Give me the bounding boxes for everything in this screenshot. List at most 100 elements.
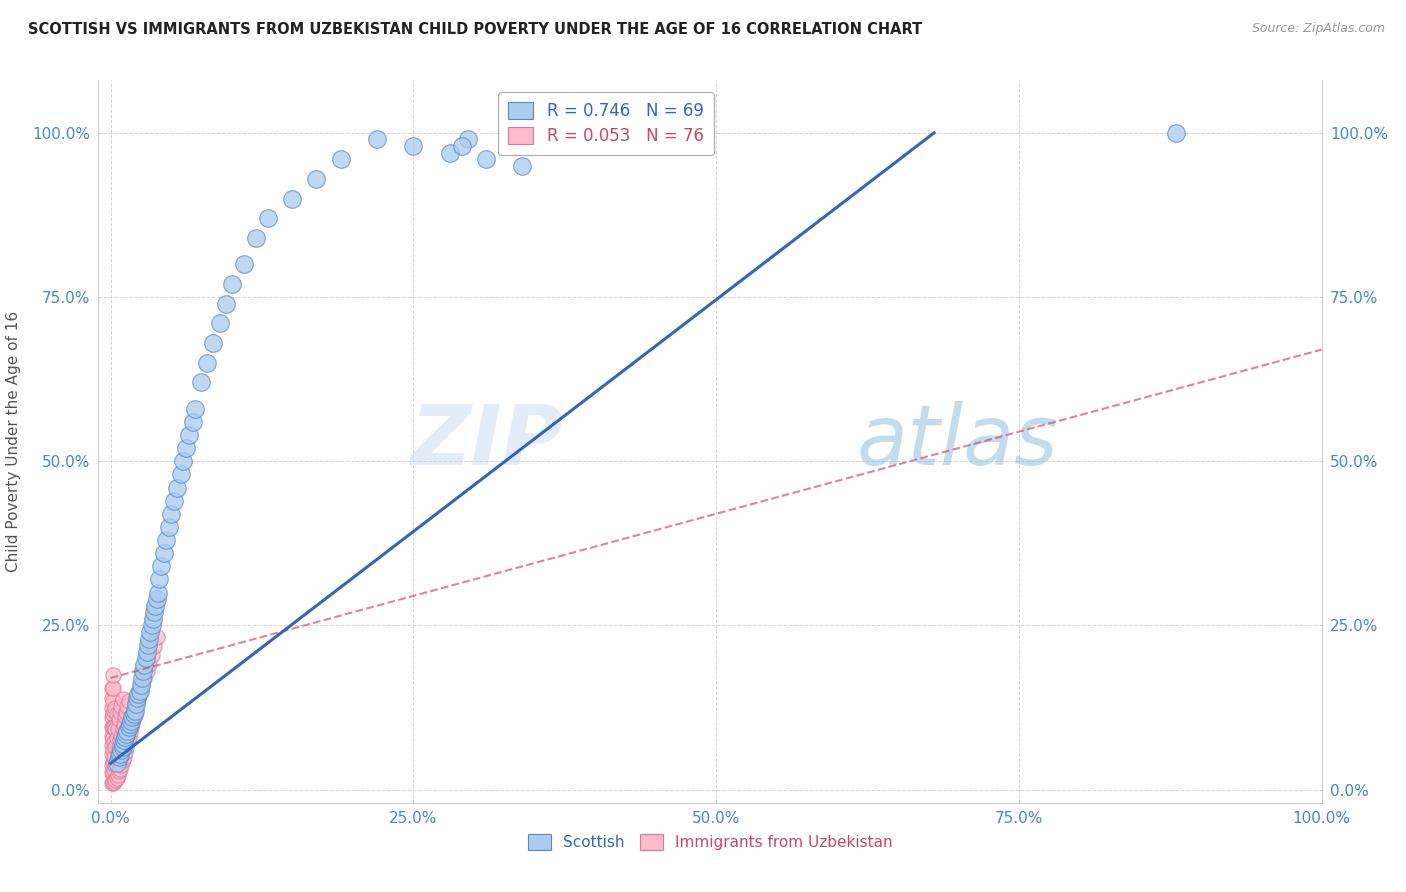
Point: [124, 704, 146, 718]
Point: [104, 723, 127, 737]
Point: [101, 776, 124, 790]
Point: [114, 709, 136, 723]
Point: [110, 705, 132, 719]
Point: [100, 710, 122, 724]
Point: [100, 690, 122, 705]
Text: Source: ZipAtlas.com: Source: ZipAtlas.com: [1251, 22, 1385, 36]
Point: [101, 694, 124, 708]
Point: [245, 231, 267, 245]
Point: [170, 467, 193, 482]
Point: [127, 690, 149, 705]
Point: [107, 723, 129, 737]
Point: [100, 681, 122, 695]
Y-axis label: Child Poverty Under the Age of 16: Child Poverty Under the Age of 16: [6, 311, 21, 572]
Point: [131, 677, 153, 691]
Point: [329, 152, 352, 166]
Point: [141, 648, 163, 662]
Point: [143, 640, 166, 654]
Point: [104, 757, 127, 772]
Point: [135, 665, 157, 679]
Point: [181, 415, 204, 429]
Point: [132, 665, 155, 679]
Point: [153, 546, 176, 560]
Point: [110, 762, 132, 776]
Point: [114, 745, 136, 759]
Point: [155, 533, 177, 547]
Point: [305, 171, 328, 186]
Point: [103, 704, 125, 718]
Point: [475, 152, 498, 166]
Point: [145, 630, 167, 644]
Point: [135, 645, 157, 659]
Point: [121, 710, 143, 724]
Point: [108, 749, 131, 764]
Point: [148, 573, 170, 587]
Point: [110, 698, 132, 713]
Legend: Scottish, Immigrants from Uzbekistan: Scottish, Immigrants from Uzbekistan: [522, 829, 898, 856]
Text: ZIP: ZIP: [411, 401, 564, 482]
Point: [101, 766, 124, 780]
Point: [110, 757, 132, 772]
Point: [118, 717, 141, 731]
Point: [111, 737, 134, 751]
Point: [117, 735, 139, 749]
Point: [101, 667, 124, 681]
Point: [104, 772, 127, 787]
Point: [105, 753, 128, 767]
Text: SCOTTISH VS IMMIGRANTS FROM UZBEKISTAN CHILD POVERTY UNDER THE AGE OF 16 CORRELA: SCOTTISH VS IMMIGRANTS FROM UZBEKISTAN C…: [28, 22, 922, 37]
Point: [510, 159, 533, 173]
Point: [125, 698, 148, 712]
Point: [110, 747, 132, 761]
Point: [112, 749, 135, 764]
Point: [115, 705, 138, 719]
Point: [138, 632, 160, 646]
Point: [120, 720, 142, 734]
Point: [143, 605, 166, 619]
Point: [150, 559, 173, 574]
Point: [402, 139, 425, 153]
Point: [100, 776, 122, 790]
Point: [190, 376, 212, 390]
Point: [118, 694, 141, 708]
Point: [120, 714, 142, 728]
Text: atlas: atlas: [856, 401, 1059, 482]
Point: [103, 735, 125, 749]
Point: [135, 651, 157, 665]
Point: [100, 729, 122, 743]
Point: [105, 707, 128, 722]
Point: [131, 671, 153, 685]
Point: [100, 700, 122, 714]
Point: [104, 700, 127, 714]
Point: [281, 192, 304, 206]
Point: [128, 684, 150, 698]
Point: [101, 756, 124, 771]
Point: [1166, 126, 1188, 140]
Point: [101, 743, 124, 757]
Point: [111, 753, 134, 767]
Point: [145, 592, 167, 607]
Point: [110, 733, 132, 747]
Point: [134, 671, 156, 685]
Point: [111, 692, 134, 706]
Point: [101, 731, 124, 746]
Point: [103, 763, 125, 777]
Point: [104, 739, 127, 754]
Point: [202, 336, 225, 351]
Point: [122, 710, 145, 724]
Point: [105, 731, 128, 746]
Point: [197, 356, 219, 370]
Point: [134, 657, 156, 672]
Point: [108, 739, 131, 754]
Point: [124, 705, 146, 719]
Point: [136, 638, 159, 652]
Point: [100, 747, 122, 761]
Point: [138, 657, 160, 671]
Point: [179, 428, 201, 442]
Point: [174, 441, 197, 455]
Point: [214, 296, 236, 310]
Point: [129, 677, 152, 691]
Point: [112, 717, 135, 731]
Point: [160, 507, 183, 521]
Point: [118, 724, 141, 739]
Point: [139, 625, 162, 640]
